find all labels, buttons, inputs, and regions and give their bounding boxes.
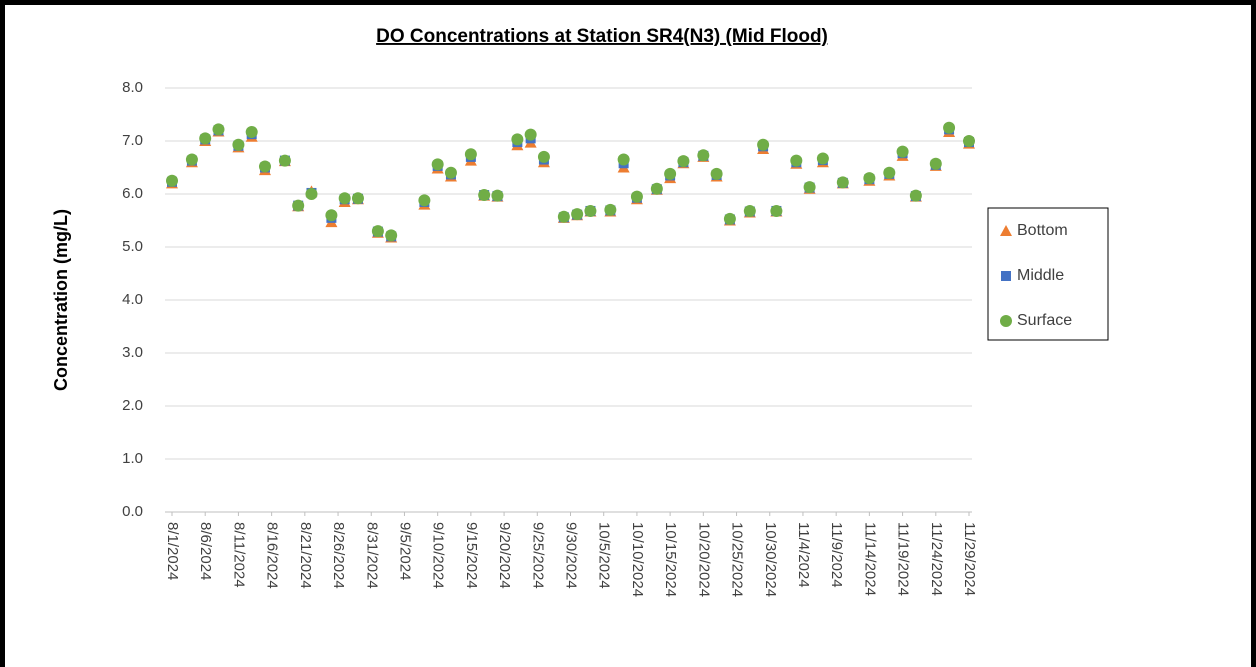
chart-title: DO Concentrations at Station SR4(N3) (Mi… (376, 26, 828, 47)
marker-circle (664, 167, 677, 180)
marker-circle (803, 181, 816, 194)
x-tick-label: 11/29/2024 (961, 522, 978, 596)
x-tick-label: 11/19/2024 (895, 522, 912, 596)
marker-circle (963, 135, 975, 147)
x-tick-label: 8/31/2024 (363, 522, 380, 589)
marker-circle (710, 167, 723, 180)
marker-circle (571, 208, 584, 221)
x-tick-label: 8/1/2024 (164, 522, 181, 580)
marker-circle (444, 166, 457, 179)
x-tick-label: 10/20/2024 (695, 522, 712, 597)
marker-circle (166, 174, 178, 187)
marker-circle (816, 152, 829, 165)
marker-circle (245, 125, 258, 138)
marker-circle (1000, 315, 1012, 327)
x-tick-label: 11/9/2024 (828, 522, 845, 588)
marker-circle (212, 123, 225, 136)
marker-circle (371, 225, 384, 238)
marker-circle (929, 157, 942, 170)
x-tick-label: 8/6/2024 (197, 522, 214, 580)
x-tick-label: 10/15/2024 (662, 522, 679, 597)
x-tick-label: 9/10/2024 (430, 522, 447, 589)
marker-circle (338, 192, 351, 205)
y-tick-label: 5.0 (122, 238, 143, 255)
x-tick-label: 8/16/2024 (264, 522, 281, 589)
marker-circle (305, 188, 318, 200)
marker-circle (943, 121, 956, 134)
y-tick-label: 2.0 (122, 397, 143, 414)
marker-triangle (1000, 225, 1012, 236)
marker-circle (630, 190, 643, 203)
x-tick-label: 9/30/2024 (563, 522, 580, 589)
y-tick-label: 1.0 (122, 450, 143, 467)
legend-label: Bottom (1017, 222, 1068, 239)
marker-circle (770, 204, 783, 217)
marker-circle (650, 182, 663, 195)
marker-circle (258, 160, 271, 173)
marker-square (1001, 271, 1011, 281)
marker-circle (557, 210, 570, 223)
marker-circle (836, 176, 849, 189)
y-tick-label: 4.0 (122, 291, 143, 308)
x-tick-label: 8/11/2024 (230, 522, 247, 588)
marker-circle (883, 166, 896, 179)
marker-circle (232, 138, 245, 151)
marker-circle (604, 203, 617, 216)
x-tick-label: 10/30/2024 (762, 522, 779, 597)
x-tick-label: 8/21/2024 (297, 522, 314, 589)
marker-circle (743, 204, 756, 217)
marker-circle (790, 154, 803, 167)
marker-circle (292, 199, 305, 212)
marker-circle (896, 145, 909, 158)
marker-circle (385, 229, 398, 242)
marker-circle (491, 189, 504, 202)
y-tick-label: 0.0 (122, 503, 143, 520)
x-tick-label: 11/24/2024 (928, 522, 945, 596)
marker-circle (524, 128, 537, 141)
marker-circle (418, 194, 431, 207)
marker-circle (537, 150, 550, 163)
y-tick-label: 6.0 (122, 185, 143, 202)
x-tick-label: 10/10/2024 (629, 522, 646, 597)
x-tick-label: 10/5/2024 (596, 522, 613, 589)
marker-circle (697, 149, 710, 162)
x-tick-label: 9/5/2024 (396, 522, 413, 580)
x-tick-label: 9/25/2024 (529, 522, 546, 589)
y-tick-label: 8.0 (122, 79, 143, 96)
x-tick-label: 9/20/2024 (496, 522, 513, 589)
marker-circle (677, 155, 690, 168)
x-tick-label: 11/14/2024 (861, 522, 878, 596)
x-tick-label: 11/4/2024 (795, 522, 812, 588)
marker-circle (351, 192, 364, 205)
marker-circle (757, 138, 770, 151)
marker-circle (584, 204, 597, 217)
marker-circle (325, 209, 338, 222)
marker-circle (863, 172, 876, 185)
y-tick-label: 3.0 (122, 344, 143, 361)
marker-circle (199, 132, 212, 145)
marker-circle (478, 189, 491, 202)
y-tick-label: 7.0 (122, 132, 143, 149)
marker-circle (909, 189, 922, 202)
legend-label: Surface (1017, 312, 1072, 329)
marker-circle (723, 212, 736, 225)
marker-circle (431, 158, 444, 171)
x-tick-label: 10/25/2024 (729, 522, 746, 597)
marker-circle (617, 153, 630, 166)
marker-circle (464, 148, 477, 161)
marker-circle (511, 133, 524, 146)
marker-circle (185, 153, 198, 166)
x-tick-label: 9/15/2024 (463, 522, 480, 589)
x-tick-label: 8/26/2024 (330, 522, 347, 589)
marker-circle (278, 154, 291, 167)
legend-label: Middle (1017, 267, 1064, 284)
y-axis-label: Concentration (mg/L) (51, 209, 71, 391)
